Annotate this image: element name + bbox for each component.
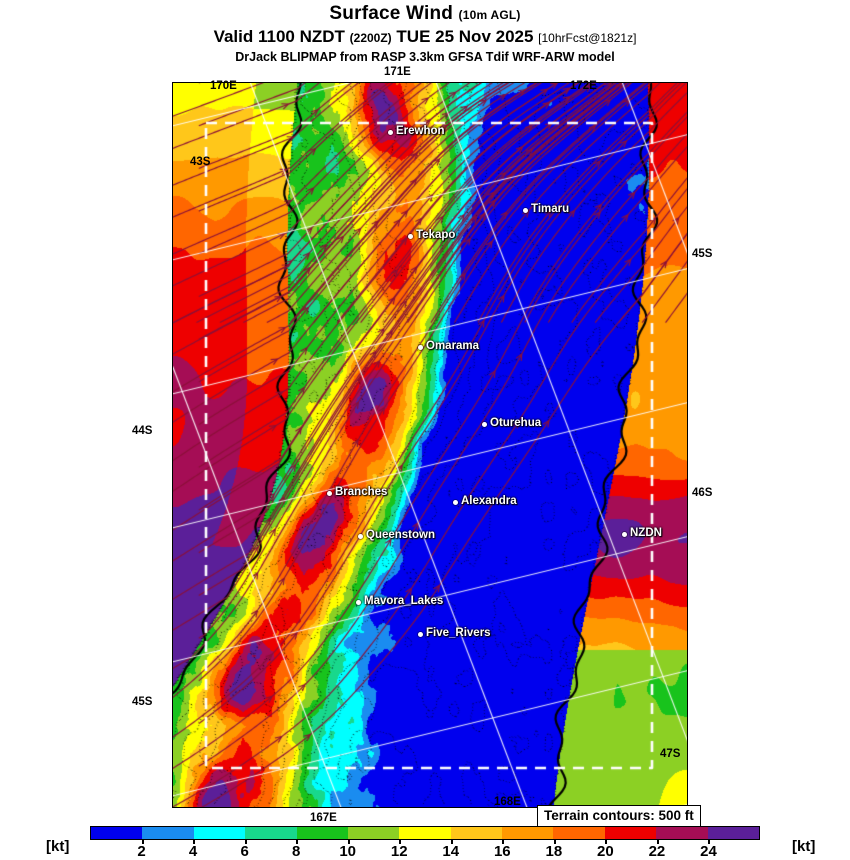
city-label: Mavora_Lakes [364,595,444,607]
lon-label-171E: 171E [384,66,411,78]
lat-label-right-47S: 47S [660,748,681,760]
terrain-contour-legend: Terrain contours: 500 ft [537,805,701,827]
valid-time-line: Valid 1100 NZDT (2200Z) TUE 25 Nov 2025 … [0,26,850,49]
colorbar-band-14-16 [450,827,502,839]
colorbar-band-24-26 [707,827,759,839]
colorbar-tick-label: 22 [648,843,666,860]
colorbar-tickmark [244,840,247,844]
colorbar-tick-label: 14 [442,843,460,860]
colorbar-tick-label: 8 [291,843,301,860]
city-label: Alexandra [461,495,517,507]
wind-map[interactable]: 170E 171E 172E 167E 168E 43S 44S 45S 45S 46S 47S E… [132,66,712,824]
city-dot-icon [622,532,627,537]
lon-label-170E: 170E [210,80,237,92]
colorbar-band-2-4 [142,827,194,839]
colorbar-ticks: 2 4 6 8 10 12 14 16 18 20 22 24 [90,840,760,860]
colorbar-tickmark [399,840,402,844]
lat-label-right-46S: 46S [692,487,713,499]
city-label: Oturehua [490,417,542,429]
city-label: NZDN [630,527,662,539]
city-label: Queenstown [366,529,436,541]
valid-time-zulu: (2200Z) [349,31,392,45]
lat-label-right-45S: 45S [692,248,713,260]
city-label: Five_Rivers [426,627,491,639]
wind-speed-raster [173,83,687,807]
colorbar-tickmark [141,840,144,844]
colorbar-tickmark [553,840,556,844]
colorbar[interactable]: [kt] 2 4 6 8 10 12 14 16 18 20 22 24 [kt] [0,822,850,860]
colorbar-tick-label: 24 [700,843,717,860]
colorbar-band-4-6 [193,827,246,839]
colorbar-tickmark [296,840,299,844]
colorbar-tickmark [347,840,350,844]
valid-time-local: Valid 1100 NZDT [213,27,345,46]
lat-label-left-45S: 45S [132,696,153,708]
city-label: Omarama [426,340,480,352]
colorbar-tickmark [502,840,505,844]
colorbar-tickmark [450,840,453,844]
city-label: Erewhon [396,125,445,137]
chart-title-main: Surface Wind [329,3,454,24]
city-label: Timaru [531,203,570,215]
city-dot-icon [358,534,363,539]
colorbar-band-8-10 [296,827,348,839]
city-dot-icon [418,345,423,350]
lon-label-168E: 168E [494,796,521,808]
colorbar-band-10-12 [347,827,400,839]
city-label: Tekapo [416,229,456,241]
forecast-hour-tag: [10hrFcst@1821z] [538,31,637,45]
colorbar-tickmark [656,840,659,844]
colorbar-tickmark [708,840,711,844]
city-dot-icon [408,234,413,239]
colorbar-tick-label: 16 [493,843,511,860]
city-dot-icon [388,130,393,135]
colorbar-tick-label: 4 [188,843,198,860]
chart-title: Surface Wind (10m AGL) [0,0,850,26]
city-dot-icon [482,422,487,427]
colorbar-tick-label: 12 [390,843,408,860]
map-frame [172,82,688,808]
valid-date: TUE 25 Nov 2025 [396,27,534,46]
title-block: Surface Wind (10m AGL) Valid 1100 NZDT (… [0,0,850,65]
city-dot-icon [418,632,423,637]
colorbar-band-20-22 [604,827,657,839]
lon-label-172E: 172E [570,80,597,92]
colorbar-band-22-24 [656,827,708,839]
city-label: Branches [335,486,388,498]
colorbar-gradient [90,826,760,840]
colorbar-tick-label: 10 [339,843,357,860]
colorbar-band-6-8 [245,827,297,839]
colorbar-tickmark [605,840,608,844]
colorbar-tick-label: 2 [137,843,146,860]
colorbar-band-12-14 [399,827,451,839]
lon-label-167E: 167E [310,812,337,824]
colorbar-band-18-20 [553,827,605,839]
lat-label-left-43S: 43S [190,156,211,168]
colorbar-tick-label: 18 [545,843,563,860]
colorbar-tickmark [193,840,196,844]
city-dot-icon [453,500,458,505]
colorbar-band-16-18 [502,827,554,839]
city-dot-icon [327,491,332,496]
lat-label-left-44S: 44S [132,425,153,437]
city-dot-icon [523,208,528,213]
colorbar-tick-label: 6 [240,843,249,860]
colorbar-unit-left: [kt] [46,838,70,855]
colorbar-tick-label: 20 [597,843,614,860]
city-dot-icon [356,600,361,605]
colorbar-unit-right: [kt] [792,838,816,855]
chart-title-sub: (10m AGL) [458,8,521,22]
model-source-line: DrJack BLIPMAP from RASP 3.3km GFSA Tdif… [235,50,615,64]
colorbar-band-0-2 [91,827,143,839]
